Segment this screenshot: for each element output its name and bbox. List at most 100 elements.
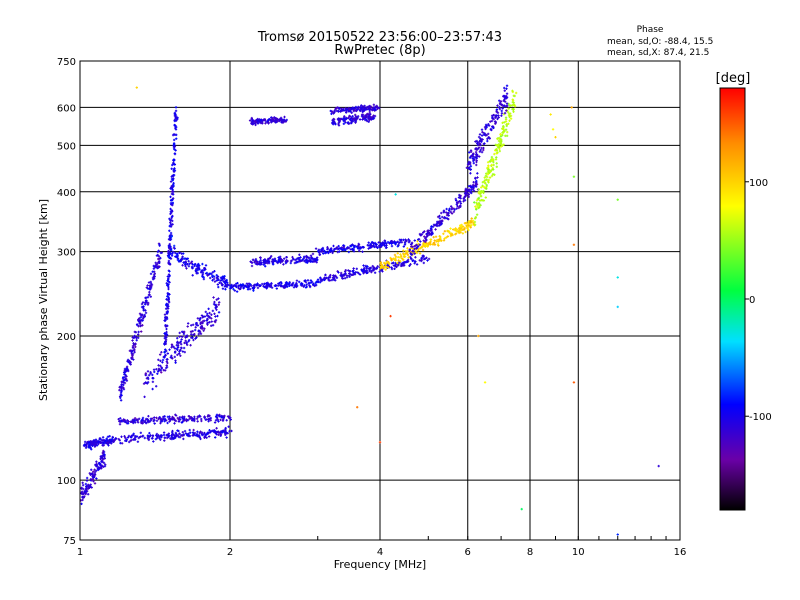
- data-point: [177, 341, 180, 345]
- data-point: [372, 103, 376, 106]
- data-point: [234, 282, 238, 286]
- data-point: [161, 361, 164, 364]
- data-point: [217, 297, 220, 300]
- data-point: [86, 493, 90, 496]
- data-point: [182, 433, 185, 436]
- data-point: [167, 277, 170, 280]
- data-point: [228, 429, 231, 433]
- data-point: [168, 281, 171, 284]
- data-point: [224, 288, 227, 291]
- colorbar-tick-label: 0: [749, 295, 755, 306]
- data-point: [373, 271, 377, 274]
- data-point: [185, 342, 188, 345]
- data-point: [164, 418, 167, 421]
- data-point: [483, 381, 487, 384]
- data-point: [216, 283, 220, 286]
- y-tick-label: 750: [57, 57, 76, 68]
- data-point: [135, 323, 139, 326]
- data-point: [178, 432, 181, 435]
- y-tick-label: 200: [57, 332, 76, 343]
- data-point: [260, 282, 264, 286]
- data-point: [165, 360, 169, 363]
- data-point: [148, 373, 151, 377]
- data-point: [174, 128, 178, 131]
- data-point: [155, 263, 158, 266]
- data-point: [153, 422, 156, 425]
- data-point: [217, 285, 220, 289]
- data-point: [434, 235, 438, 238]
- data-point: [138, 312, 142, 315]
- data-point: [549, 113, 552, 116]
- data-point: [283, 115, 286, 119]
- data-point: [181, 264, 184, 267]
- data-point: [221, 277, 225, 281]
- data-point: [419, 240, 422, 243]
- data-point: [127, 434, 131, 438]
- data-point: [170, 254, 174, 257]
- data-point: [311, 252, 315, 256]
- data-point: [118, 385, 122, 389]
- data-point: [174, 251, 177, 255]
- data-point: [180, 257, 184, 260]
- data-point: [164, 342, 168, 346]
- data-point: [500, 114, 503, 117]
- data-point: [213, 300, 216, 304]
- data-point: [208, 429, 211, 432]
- data-point: [137, 330, 140, 334]
- data-point: [214, 436, 217, 439]
- data-point: [250, 264, 254, 268]
- data-point: [182, 346, 186, 350]
- data-point: [169, 199, 173, 202]
- data-point: [89, 483, 92, 486]
- data-point: [122, 418, 125, 421]
- data-point: [178, 251, 181, 254]
- data-point: [367, 241, 370, 244]
- data-point: [472, 161, 476, 165]
- y-tick-label: 75: [63, 536, 76, 547]
- data-point: [118, 423, 122, 426]
- data-point: [504, 134, 507, 138]
- data-point: [158, 243, 161, 246]
- data-point: [203, 435, 207, 439]
- data-point: [232, 287, 235, 291]
- data-point: [657, 464, 660, 468]
- data-point: [203, 416, 206, 419]
- data-point: [151, 373, 154, 377]
- data-point: [476, 176, 479, 179]
- data-point: [309, 279, 313, 282]
- data-point: [84, 446, 88, 449]
- data-point: [88, 472, 91, 475]
- data-point: [187, 260, 190, 263]
- data-point: [551, 128, 555, 131]
- data-point: [168, 224, 171, 228]
- data-point: [308, 285, 312, 288]
- data-point: [171, 203, 174, 207]
- data-point: [144, 373, 148, 377]
- data-point: [172, 168, 176, 171]
- data-point: [138, 317, 141, 320]
- data-point: [203, 431, 206, 435]
- chart-subtitle: RwPretec (8p): [334, 43, 425, 58]
- data-point: [140, 330, 143, 333]
- data-point: [225, 285, 229, 289]
- data-point: [505, 87, 508, 90]
- data-point: [229, 418, 232, 421]
- data-point: [171, 197, 175, 200]
- data-point: [195, 264, 198, 268]
- data-point: [214, 415, 218, 418]
- data-point: [175, 434, 178, 438]
- data-point: [427, 257, 431, 261]
- data-point: [478, 133, 482, 136]
- data-point: [208, 272, 212, 275]
- data-point: [429, 238, 432, 241]
- data-point: [175, 137, 178, 140]
- data-point: [148, 287, 151, 291]
- data-point: [368, 110, 371, 114]
- data-point: [192, 338, 195, 342]
- colorbar-ticks: 100 0 -100: [745, 178, 772, 423]
- data-point: [131, 339, 134, 342]
- data-point: [85, 476, 89, 480]
- data-point: [166, 298, 170, 301]
- data-point: [170, 190, 174, 193]
